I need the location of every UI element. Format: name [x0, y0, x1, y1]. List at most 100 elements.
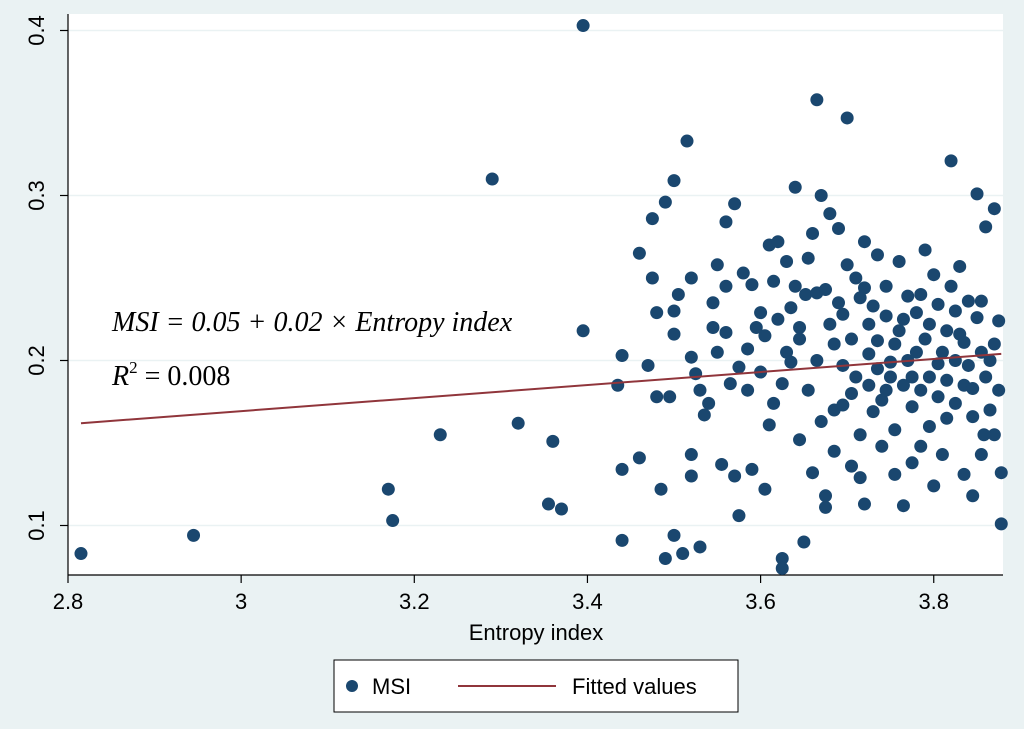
data-point — [857, 235, 871, 249]
data-point — [866, 405, 880, 419]
data-point — [762, 418, 776, 432]
data-point — [992, 314, 1006, 328]
data-point — [667, 174, 681, 188]
data-point — [658, 552, 672, 565]
data-point — [957, 335, 971, 349]
data-point — [901, 289, 915, 303]
data-point — [732, 509, 746, 523]
data-point — [957, 467, 971, 481]
data-point — [645, 212, 659, 226]
data-point — [684, 350, 698, 364]
data-point — [784, 355, 798, 369]
data-point — [814, 415, 828, 429]
y-tick-label: 0.1 — [24, 510, 49, 541]
data-point — [896, 312, 910, 326]
data-point — [667, 327, 681, 341]
data-point — [780, 345, 794, 359]
data-point — [706, 321, 720, 334]
data-point — [922, 420, 936, 433]
y-tick-label: 0.3 — [24, 180, 49, 211]
data-point — [433, 428, 447, 442]
data-point — [676, 547, 690, 561]
x-tick-label: 3 — [235, 589, 247, 614]
data-point — [896, 499, 910, 513]
data-point — [883, 370, 897, 384]
data-point — [961, 294, 975, 308]
data-point — [788, 279, 802, 293]
data-point — [793, 332, 807, 346]
data-point — [870, 248, 884, 262]
data-point — [758, 329, 772, 343]
data-point — [931, 390, 945, 404]
data-point — [814, 189, 828, 202]
data-point — [836, 307, 850, 321]
data-point — [799, 288, 813, 301]
data-point — [857, 497, 871, 511]
data-point — [745, 278, 759, 292]
data-point — [966, 489, 980, 503]
data-point — [650, 390, 664, 404]
data-point — [693, 383, 707, 397]
data-point — [927, 268, 941, 282]
data-point — [754, 306, 768, 320]
data-point — [944, 279, 958, 293]
data-point — [715, 457, 729, 471]
data-point — [918, 243, 932, 257]
data-point — [546, 434, 560, 448]
data-point — [979, 370, 993, 384]
data-point — [922, 370, 936, 384]
data-point — [775, 561, 789, 575]
data-point — [827, 337, 841, 351]
data-point — [940, 373, 954, 387]
data-point — [784, 301, 798, 315]
data-point — [914, 383, 928, 397]
data-point — [909, 345, 923, 359]
data-point — [931, 297, 945, 311]
data-point — [948, 354, 962, 367]
data-point — [987, 202, 1001, 216]
data-point — [511, 416, 525, 430]
data-point — [632, 246, 646, 260]
ticks: 0.1 0.2 0.3 0.4 2.8 3 3.2 3.4 3.6 3.8 — [24, 15, 949, 614]
y-tick-label: 0.4 — [24, 15, 49, 46]
legend-msi-marker — [346, 680, 358, 692]
data-point — [940, 411, 954, 425]
data-point — [966, 382, 980, 396]
data-point — [974, 448, 988, 462]
x-tick-label: 3.2 — [399, 589, 430, 614]
data-point — [909, 306, 923, 320]
data-point — [771, 312, 785, 326]
data-point — [905, 400, 919, 414]
data-point — [819, 500, 833, 514]
data-point — [966, 410, 980, 424]
data-point — [840, 258, 854, 272]
data-point — [866, 299, 880, 313]
r-squared-annotation: R2 = 0.008 — [111, 358, 230, 392]
data-point — [970, 311, 984, 325]
fitted-line — [80, 352, 1002, 425]
data-point — [836, 398, 850, 412]
data-point — [702, 396, 716, 410]
data-point — [187, 528, 201, 542]
data-point — [667, 528, 681, 542]
data-point — [994, 466, 1008, 480]
data-point — [819, 489, 833, 503]
data-point — [853, 291, 867, 305]
data-point — [879, 279, 893, 293]
data-point — [728, 197, 742, 211]
data-point — [827, 444, 841, 458]
data-point — [979, 220, 993, 234]
data-point — [758, 482, 772, 496]
data-point — [723, 377, 737, 391]
data-point — [892, 324, 906, 338]
data-point — [810, 354, 824, 367]
data-point — [749, 321, 763, 334]
data-point — [892, 255, 906, 268]
data-point — [862, 317, 876, 331]
data-point — [810, 93, 824, 107]
data-point — [844, 332, 858, 346]
data-point — [806, 226, 820, 240]
data-point — [879, 383, 893, 397]
data-point — [767, 274, 781, 288]
